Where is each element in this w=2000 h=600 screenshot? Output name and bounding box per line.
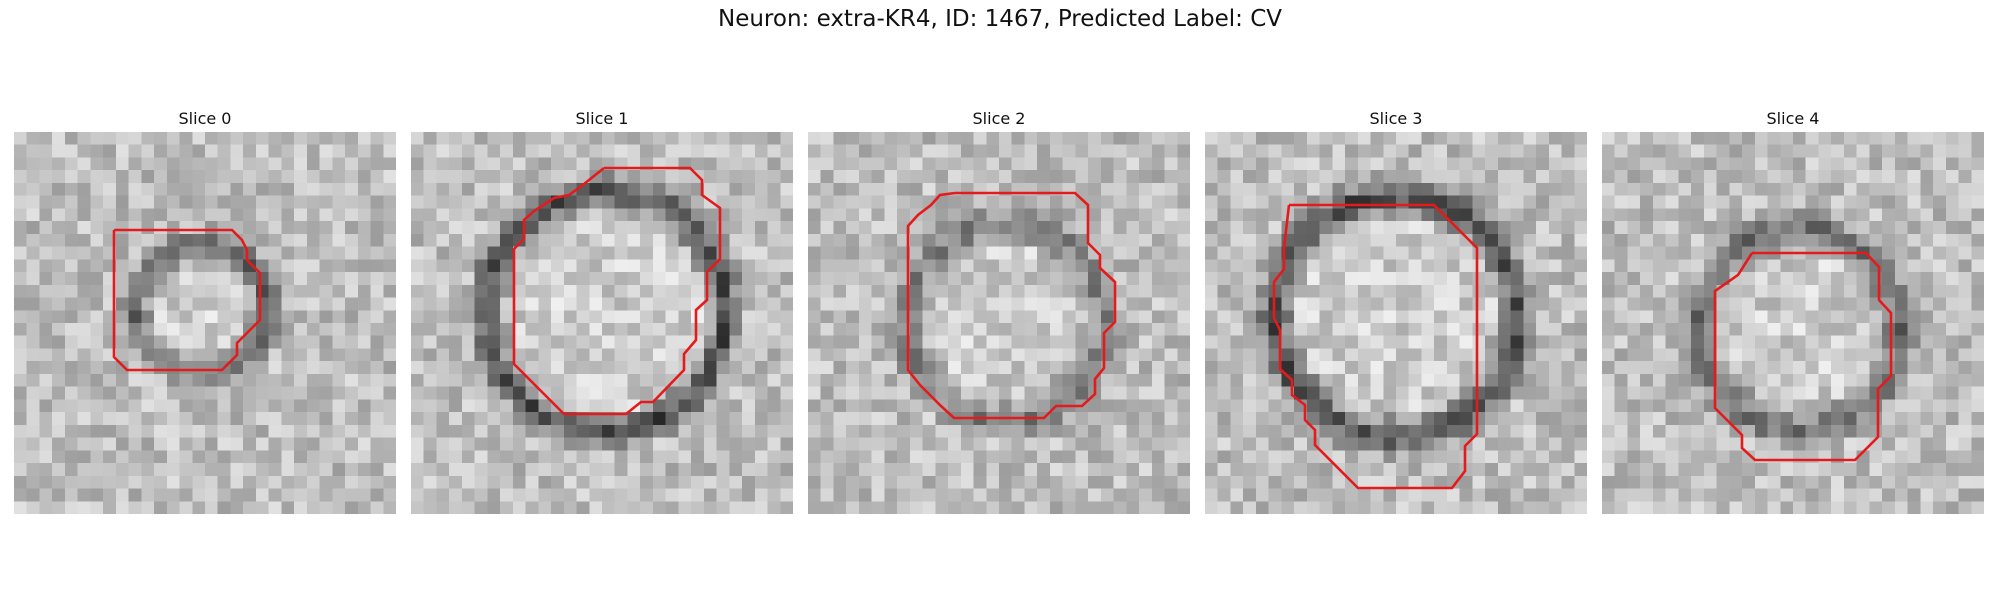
microscopy-image bbox=[808, 132, 1190, 514]
slice-panel-3: Slice 3 bbox=[1205, 108, 1587, 514]
slice-title: Slice 4 bbox=[1602, 108, 1984, 130]
slice-title: Slice 0 bbox=[14, 108, 396, 130]
microscopy-image bbox=[411, 132, 793, 514]
slice-panel-2: Slice 2 bbox=[808, 108, 1190, 514]
segmentation-contour-overlay bbox=[1205, 132, 1587, 514]
microscopy-image bbox=[1602, 132, 1984, 514]
slice-panel-1: Slice 1 bbox=[411, 108, 793, 514]
segmentation-contour bbox=[1274, 205, 1477, 488]
segmentation-contour bbox=[1715, 253, 1891, 460]
segmentation-contour-overlay bbox=[411, 132, 793, 514]
microscopy-image bbox=[14, 132, 396, 514]
figure-title: Neuron: extra-KR4, ID: 1467, Predicted L… bbox=[0, 6, 2000, 32]
microscopy-image bbox=[1205, 132, 1587, 514]
segmentation-contour-overlay bbox=[14, 132, 396, 514]
segmentation-contour-overlay bbox=[808, 132, 1190, 514]
slice-title: Slice 1 bbox=[411, 108, 793, 130]
slice-panel-4: Slice 4 bbox=[1602, 108, 1984, 514]
slice-title: Slice 2 bbox=[808, 108, 1190, 130]
slice-panel-0: Slice 0 bbox=[14, 108, 396, 514]
segmentation-contour bbox=[514, 168, 720, 414]
segmentation-contour-overlay bbox=[1602, 132, 1984, 514]
segmentation-contour bbox=[908, 193, 1115, 418]
segmentation-contour bbox=[114, 230, 260, 370]
slice-title: Slice 3 bbox=[1205, 108, 1587, 130]
